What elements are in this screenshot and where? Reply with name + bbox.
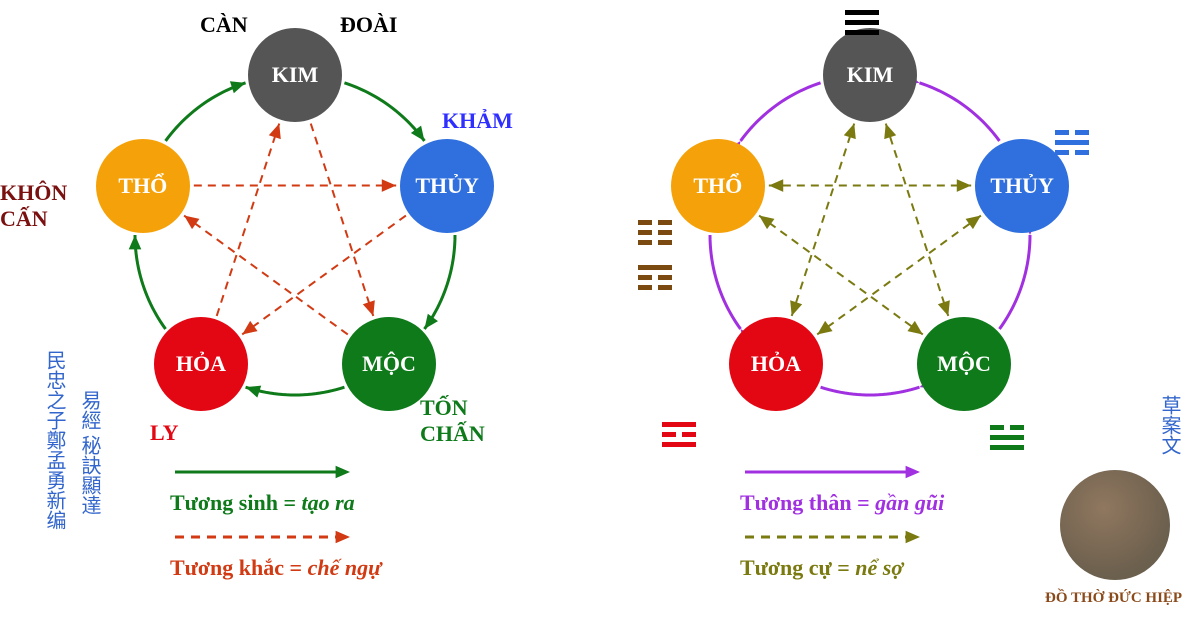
left-annot-5: TỐN CHẤN (420, 395, 485, 447)
trigram-4-row-2-seg-1 (658, 240, 672, 245)
left-annot-1: ĐOÀI (340, 12, 397, 38)
trigram-4-row-0-seg-0 (638, 220, 652, 225)
right-node-kim: KIM (823, 28, 917, 122)
left-annot-0: CÀN (200, 12, 248, 38)
vertical-text-1: 易經 秘訣顯達 (75, 390, 104, 515)
trigram-0-row-2 (845, 30, 879, 35)
trigram-1-row-2-seg-1 (1075, 150, 1089, 155)
trigram-4-row-1-seg-0 (638, 230, 652, 235)
trigram-1-row-0-seg-0 (1055, 130, 1069, 135)
right-legend-arrow-0 (740, 462, 940, 482)
logo-icon (1060, 470, 1170, 580)
left-annot-4: LY (150, 420, 179, 446)
right-legend-text-0: Tương thân = gần gũi (740, 490, 944, 516)
trigram-5-row-1-seg-0 (638, 275, 652, 280)
left-legend-text-1: Tương khắc = chế ngự (170, 555, 381, 581)
right-node-tho: THỔ (671, 139, 765, 233)
trigram-4-row-2-seg-0 (638, 240, 652, 245)
left-annot-2: KHẢM (442, 108, 513, 134)
logo-text: ĐỒ THỜ ĐỨC HIỆP (1045, 590, 1182, 607)
trigram-4-row-0-seg-1 (658, 220, 672, 225)
trigram-5-row-1-seg-1 (658, 275, 672, 280)
trigram-1-row-2-seg-0 (1055, 150, 1069, 155)
trigram-5-row-2-seg-0 (638, 285, 652, 290)
trigram-5-row-0 (638, 265, 672, 270)
left-legend-arrow-1 (170, 527, 370, 547)
trigram-1-row-0-seg-1 (1075, 130, 1089, 135)
right-legend-arrow-1 (740, 527, 940, 547)
vertical-text-2: 草案文 (1155, 395, 1184, 455)
trigram-3-row-2 (662, 442, 696, 447)
right-legend-text-1: Tương cự = nể sợ (740, 555, 903, 581)
trigram-2-row-1 (990, 435, 1024, 440)
trigram-5-row-2-seg-1 (658, 285, 672, 290)
trigram-1-row-1 (1055, 140, 1089, 145)
trigram-4-row-1-seg-1 (658, 230, 672, 235)
left-annot-3: KHÔN CẤN (0, 180, 67, 232)
trigram-0-row-1 (845, 20, 879, 25)
trigram-2-row-0-seg-0 (990, 425, 1004, 430)
trigram-3-row-1-seg-1 (682, 432, 696, 437)
trigram-2-row-0-seg-1 (1010, 425, 1024, 430)
trigram-3-row-0 (662, 422, 696, 427)
trigram-0-row-0 (845, 10, 879, 15)
trigram-3-row-1-seg-0 (662, 432, 676, 437)
left-legend-text-0: Tương sinh = tạo ra (170, 490, 355, 516)
left-legend-arrow-0 (170, 462, 370, 482)
trigram-2-row-2 (990, 445, 1024, 450)
right-node-moc: MỘC (917, 317, 1011, 411)
right-node-hoa: HỎA (729, 317, 823, 411)
vertical-text-0: 民忠之子鄭孟勇新编 (40, 350, 69, 530)
